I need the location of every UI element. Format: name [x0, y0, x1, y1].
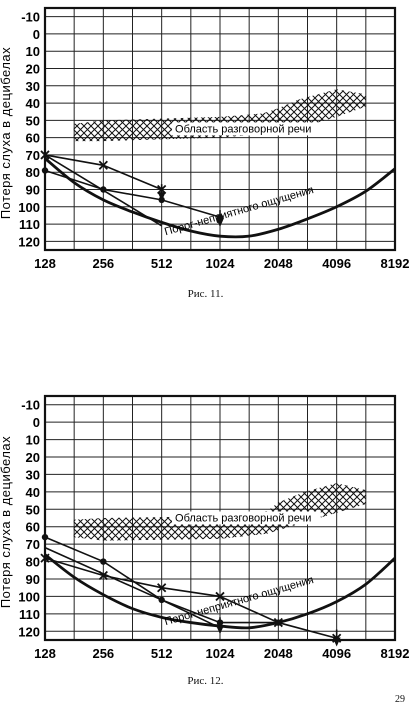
x-tick-label: 1024: [206, 646, 236, 661]
x-tick-label: 1024: [206, 256, 236, 271]
y-tick-label: 80: [26, 165, 40, 180]
y-tick-label: 70: [26, 148, 40, 163]
y-tick-label: 10: [26, 433, 40, 448]
y-tick-label: -10: [21, 398, 40, 413]
arrow-head: [332, 637, 341, 647]
figure-12: -10 0 10 20 30 40 50 60 70 80 90 100 110 120 128 256 512…: [0, 378, 411, 690]
x-tick-label: 2048: [264, 646, 293, 661]
y-tick-label: 120: [18, 234, 40, 249]
y-tick-label: 50: [26, 113, 40, 128]
y-tick-label: 30: [26, 467, 40, 482]
x-tick-label: 512: [151, 646, 173, 661]
x-tick-label: 8192: [381, 256, 410, 271]
arrow-head: [216, 218, 224, 228]
data-point-cross: [40, 553, 50, 563]
y-tick-label: 0: [33, 27, 40, 42]
y-tick-label: 100: [18, 589, 40, 604]
y-tick-label: 20: [26, 450, 40, 465]
y-tick-label: 90: [26, 572, 40, 587]
y-axis-label: Потеря слуха в децибелах: [0, 47, 13, 219]
y-tick-label: 60: [26, 520, 40, 535]
y-tick-label: 30: [26, 79, 40, 94]
arrow-head: [157, 192, 166, 202]
y-tick-label: 70: [26, 537, 40, 552]
plot-frame: [43, 6, 397, 252]
figure-11: -10 0 10 20 30 40 50 60 70 80 90 100 110 120 128 256 512…: [0, 0, 411, 305]
caption-12: Рис. 12.: [187, 675, 224, 687]
data-point-dot: [275, 619, 282, 626]
y-tick-label: 40: [26, 485, 40, 500]
speech-area-label: Область разговорной речи: [175, 512, 311, 524]
audiogram-line: [44, 169, 221, 218]
speech-area: [73, 483, 366, 541]
plot-frame: [43, 394, 397, 642]
arrow-head: [216, 625, 224, 635]
y-tick-label: 0: [33, 415, 40, 430]
y-tick-label: 90: [26, 183, 40, 198]
y-tick-label: 80: [26, 555, 40, 570]
speech-area-label: Область разговорной речи: [175, 123, 311, 135]
threshold-label: Порог-неприятного ощущения: [163, 184, 315, 238]
x-tick-label: 128: [34, 256, 56, 271]
y-axis-label: Потеря слуха в децибелах: [0, 436, 13, 608]
speech-label-bg: [172, 122, 321, 136]
x-tick-label: 256: [92, 256, 114, 271]
data-point-cross: [215, 591, 225, 602]
speech-label-bg: [172, 511, 321, 525]
data-point-dot: [100, 558, 107, 565]
discomfort-threshold-curve: [44, 157, 396, 239]
audiogram-11: -10 0 10 20 30 40 50 60 70 80 90 100 110 120 128 256 512…: [0, 6, 410, 271]
y-tick-label: 110: [19, 607, 40, 622]
audiogram-line: [44, 154, 163, 227]
y-tick-label: 110: [19, 217, 40, 232]
y-tick-label: 20: [26, 62, 40, 77]
audiogram-12: -10 0 10 20 30 40 50 60 70 80 90 100 110 120 128 256 512…: [0, 394, 410, 661]
x-tick-label: 4096: [322, 256, 351, 271]
data-point-cross: [98, 160, 108, 170]
data-point-dot: [41, 533, 49, 541]
y-tick-label: 10: [26, 44, 40, 59]
x-tick-label: 512: [151, 256, 173, 271]
x-tick-label: 2048: [264, 256, 293, 271]
audiogram-line: [44, 557, 337, 640]
y-tick-label: -10: [21, 10, 40, 25]
y-tick-label: 120: [18, 624, 40, 639]
x-tick-label: 8192: [381, 646, 410, 661]
y-tick-label: 40: [26, 96, 40, 111]
x-tick-label: 256: [92, 646, 114, 661]
y-tick-label: 100: [18, 200, 40, 215]
data-point-cross: [157, 583, 167, 593]
x-tick-label: 4096: [322, 646, 351, 661]
y-tick-label: 50: [26, 502, 40, 517]
audiogram-line: [44, 546, 221, 629]
y-tick-label: 60: [26, 131, 40, 146]
x-tick-label: 128: [34, 646, 56, 661]
data-point-dot: [41, 167, 49, 174]
caption-11: Рис. 11.: [187, 288, 224, 300]
page-number: 29: [395, 694, 405, 705]
